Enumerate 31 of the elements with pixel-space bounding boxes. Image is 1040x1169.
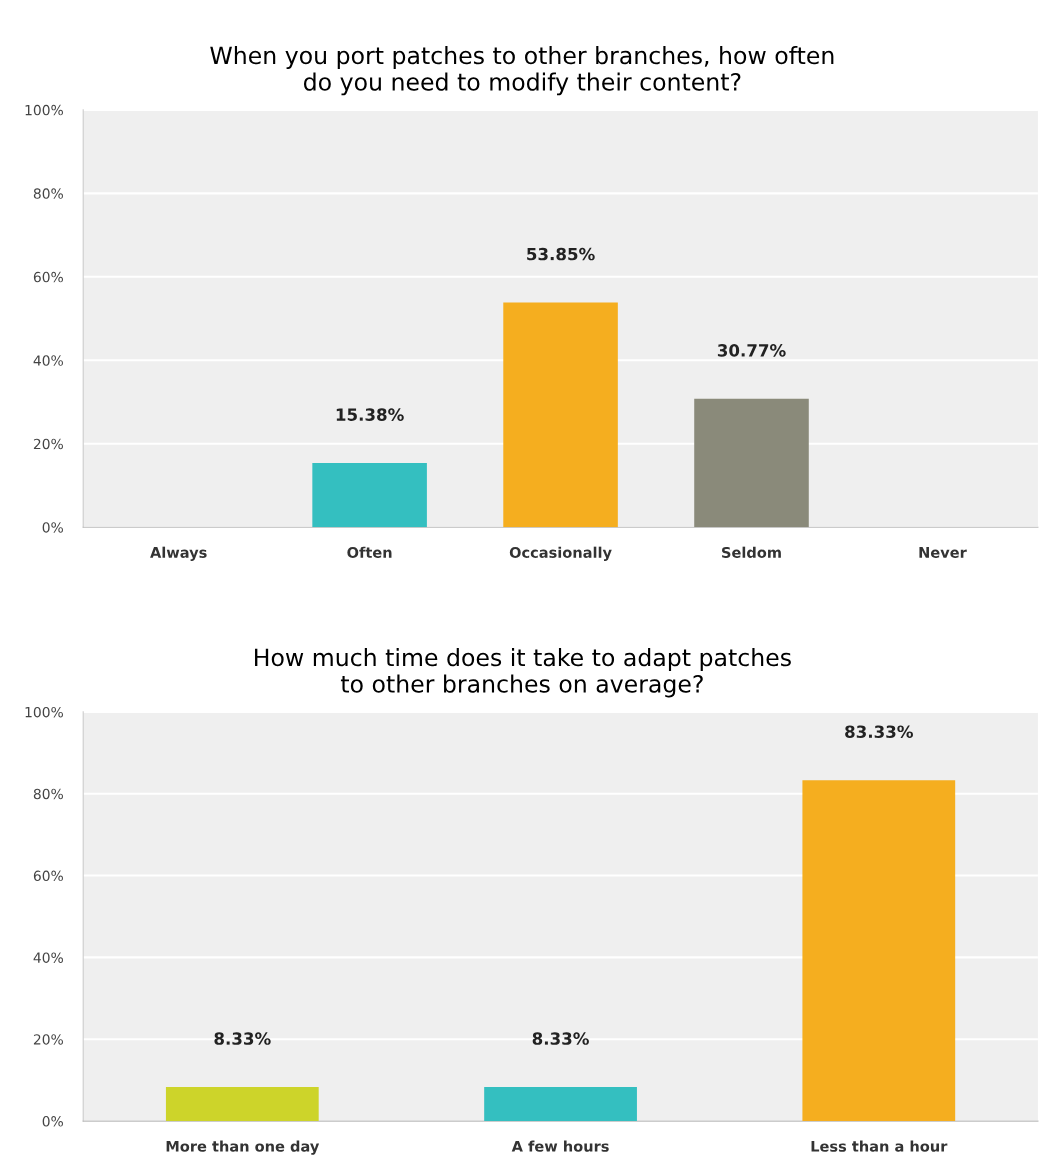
x-tick-label: Occasionally bbox=[509, 546, 612, 561]
y-tick-label: 20% bbox=[33, 438, 63, 450]
y-tick-label: 80% bbox=[33, 788, 63, 800]
x-tick-label: Seldom bbox=[722, 546, 781, 558]
y-tick-label: 0% bbox=[42, 522, 63, 533]
data-label: 15.38% bbox=[336, 408, 404, 421]
y-tick-label: 100% bbox=[25, 104, 63, 116]
x-tick-label: Never bbox=[919, 547, 967, 558]
data-label: 8.33% bbox=[214, 1032, 271, 1045]
bar bbox=[312, 463, 427, 528]
y-tick-label: 0% bbox=[42, 1116, 63, 1127]
data-label: 8.33% bbox=[532, 1032, 589, 1045]
y-tick-label: 100% bbox=[25, 706, 63, 718]
chart-title: How much time does it take to adapt patches to other branches on average? bbox=[255, 648, 791, 698]
y-tick-label: 40% bbox=[33, 952, 63, 963]
chart-title: When you port patches to other branches, how often do you need to modify their content? bbox=[210, 46, 834, 96]
data-label: 30.77% bbox=[717, 344, 786, 357]
x-tick-label: More than one day bbox=[166, 1140, 320, 1155]
data-label: 83.33% bbox=[845, 725, 913, 739]
y-tick-label: 60% bbox=[33, 870, 63, 882]
x-tick-label: A few hours bbox=[511, 1140, 609, 1152]
y-tick-label: 60% bbox=[33, 271, 63, 283]
x-tick-label: Less than a hour bbox=[811, 1140, 948, 1152]
x-tick-label: Often bbox=[347, 546, 392, 558]
bar bbox=[694, 398, 809, 528]
y-tick-label: 80% bbox=[33, 188, 63, 199]
x-tick-label: Always bbox=[150, 546, 207, 561]
bar bbox=[503, 302, 618, 528]
y-tick-label: 40% bbox=[33, 355, 63, 366]
data-label: 53.85% bbox=[527, 247, 595, 261]
y-tick-label: 20% bbox=[33, 1034, 63, 1045]
